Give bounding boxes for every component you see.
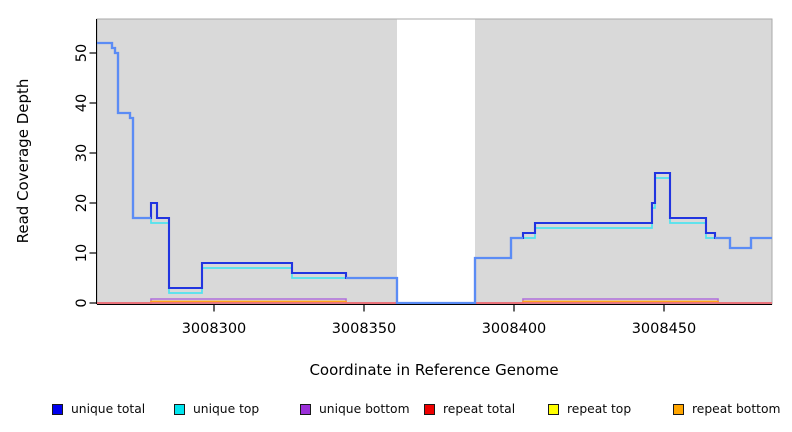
legend-label: unique top [193,402,259,416]
coverage-plot-figure: 010203040503008300300835030084003008450 … [0,0,792,432]
legend: unique total unique top unique bottom re… [0,399,792,421]
legend-item-unique-total: unique total [52,399,145,419]
legend-label: unique bottom [319,402,410,416]
legend-item-unique-bottom: unique bottom [300,399,410,419]
y-tick-label: 50 [74,44,90,62]
unique-top-swatch-icon [174,404,185,415]
y-tick-label: 10 [74,244,90,262]
y-tick-label: 0 [74,298,90,307]
unique-total-swatch-icon [52,404,63,415]
y-tick-label: 40 [74,94,90,112]
legend-item-repeat-bottom: repeat bottom [673,399,780,419]
y-axis-title: Read Coverage Depth [14,79,32,244]
legend-label: repeat bottom [692,402,780,416]
repeat-total-swatch-icon [424,404,435,415]
y-tick-label: 20 [74,194,90,212]
legend-label: repeat top [567,402,631,416]
repeat-top-swatch-icon [548,404,559,415]
legend-item-unique-top: unique top [174,399,259,419]
unique-bottom-swatch-icon [300,404,311,415]
legend-label: repeat total [443,402,515,416]
x-tick-label: 3008350 [332,321,397,337]
repeat-bottom-swatch-icon [673,404,684,415]
x-axis-title: Coordinate in Reference Genome [309,361,558,379]
chart-canvas: 010203040503008300300835030084003008450 … [0,0,792,432]
legend-item-repeat-top: repeat top [548,399,631,419]
y-tick-label: 30 [74,144,90,162]
masked-region [397,20,475,304]
legend-item-repeat-total: repeat total [424,399,515,419]
legend-label: unique total [71,402,145,416]
x-tick-label: 3008450 [632,321,697,337]
x-tick-label: 3008400 [482,321,547,337]
x-tick-label: 3008300 [182,321,247,337]
